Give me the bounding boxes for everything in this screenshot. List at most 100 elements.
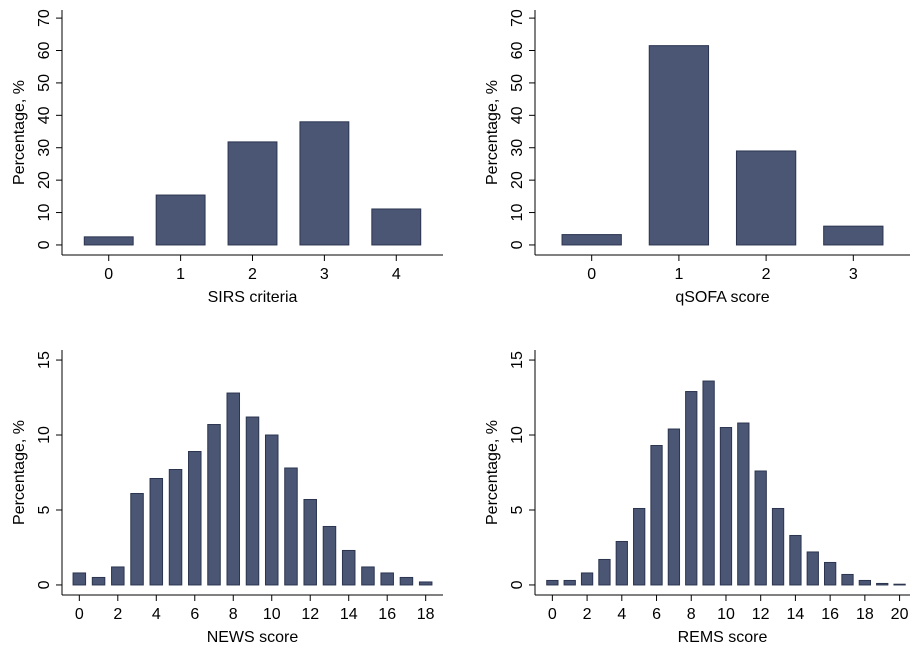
y-tick-label: 15 [509, 351, 526, 369]
bar [91, 576, 106, 586]
x-tick-label: 20 [891, 606, 909, 623]
y-tick-label: 50 [36, 74, 53, 92]
bar [735, 150, 797, 246]
bar [702, 380, 715, 586]
bar [823, 561, 837, 586]
x-tick-label: 12 [752, 606, 770, 623]
x-tick-label: 0 [104, 266, 113, 283]
bar [841, 573, 854, 586]
bar [876, 582, 889, 586]
bar [245, 416, 260, 586]
y-tick-label: 30 [36, 139, 53, 157]
y-tick-label: 0 [36, 580, 53, 589]
y-axis-label: Percentage, % [484, 420, 501, 525]
x-tick-label: 18 [856, 606, 874, 623]
y-tick-label: 10 [36, 204, 53, 222]
bar [399, 576, 414, 586]
bar [83, 236, 134, 246]
y-tick-label: 70 [509, 9, 526, 27]
x-tick-label: 0 [75, 606, 84, 623]
bar [371, 208, 422, 246]
bar [648, 45, 710, 246]
x-tick-label: 3 [849, 266, 858, 283]
bar [188, 451, 202, 586]
x-tick-label: 14 [787, 606, 805, 623]
bar [303, 498, 317, 586]
y-axis-label: Percentage, % [484, 80, 501, 185]
bar [380, 572, 394, 586]
x-tick-label: 2 [762, 266, 771, 283]
y-tick-label: 50 [509, 74, 526, 92]
x-tick-label: 0 [587, 266, 596, 283]
x-tick-label: 16 [378, 606, 396, 623]
x-tick-label: 6 [190, 606, 199, 623]
y-tick-label: 60 [36, 42, 53, 60]
x-tick-label: 8 [687, 606, 696, 623]
bar [685, 391, 698, 586]
bar [207, 424, 221, 586]
bar [771, 507, 785, 586]
x-tick-label: 1 [674, 266, 683, 283]
y-tick-label: 0 [509, 240, 526, 249]
y-tick-label: 10 [36, 426, 53, 444]
bar [719, 427, 733, 586]
x-tick-label: 10 [717, 606, 735, 623]
y-tick-label: 60 [509, 42, 526, 60]
x-tick-label: 8 [229, 606, 238, 623]
x-tick-label: 3 [320, 266, 329, 283]
x-tick-label: 10 [263, 606, 281, 623]
x-axis-label: SIRS criteria [208, 289, 298, 306]
x-tick-label: 14 [340, 606, 358, 623]
y-tick-label: 40 [36, 106, 53, 124]
x-tick-label: 18 [417, 606, 435, 623]
x-tick-label: 4 [392, 266, 401, 283]
y-tick-label: 15 [36, 351, 53, 369]
y-tick-label: 5 [509, 505, 526, 514]
x-tick-label: 4 [152, 606, 161, 623]
y-tick-label: 30 [509, 139, 526, 157]
bar [155, 194, 206, 246]
bar [598, 558, 611, 586]
bar [418, 581, 433, 586]
x-tick-label: 16 [821, 606, 839, 623]
bar [561, 234, 622, 246]
x-tick-label: 2 [113, 606, 122, 623]
x-tick-label: 12 [301, 606, 319, 623]
bar [667, 428, 681, 586]
y-tick-label: 0 [509, 580, 526, 589]
bar [72, 572, 87, 586]
bar [789, 534, 802, 586]
x-tick-label: 6 [652, 606, 661, 623]
x-tick-label: 2 [583, 606, 592, 623]
bar [264, 434, 279, 586]
bar [858, 579, 872, 586]
y-tick-label: 5 [36, 505, 53, 514]
y-tick-label: 0 [36, 240, 53, 249]
x-tick-label: 4 [617, 606, 626, 623]
bar [563, 579, 576, 586]
bar [322, 525, 337, 586]
x-axis-label: REMS score [678, 629, 768, 645]
bar [806, 551, 819, 586]
bar [111, 566, 125, 586]
bar [168, 469, 183, 586]
y-axis-label: Percentage, % [11, 420, 28, 525]
bar [546, 579, 559, 586]
bar [580, 572, 594, 586]
y-tick-label: 40 [509, 106, 526, 124]
y-tick-label: 70 [36, 9, 53, 27]
bar [737, 422, 750, 586]
bar [226, 392, 241, 586]
x-tick-label: 2 [248, 266, 257, 283]
x-axis-label: qSOFA score [675, 289, 769, 306]
y-axis-label: Percentage, % [11, 80, 28, 185]
y-tick-label: 10 [509, 204, 526, 222]
y-tick-label: 20 [509, 171, 526, 189]
bar [754, 470, 767, 586]
bar [299, 121, 350, 246]
bar [893, 583, 906, 586]
x-tick-label: 1 [176, 266, 185, 283]
bar [284, 467, 298, 586]
bar [361, 566, 375, 586]
y-tick-label: 20 [36, 171, 53, 189]
